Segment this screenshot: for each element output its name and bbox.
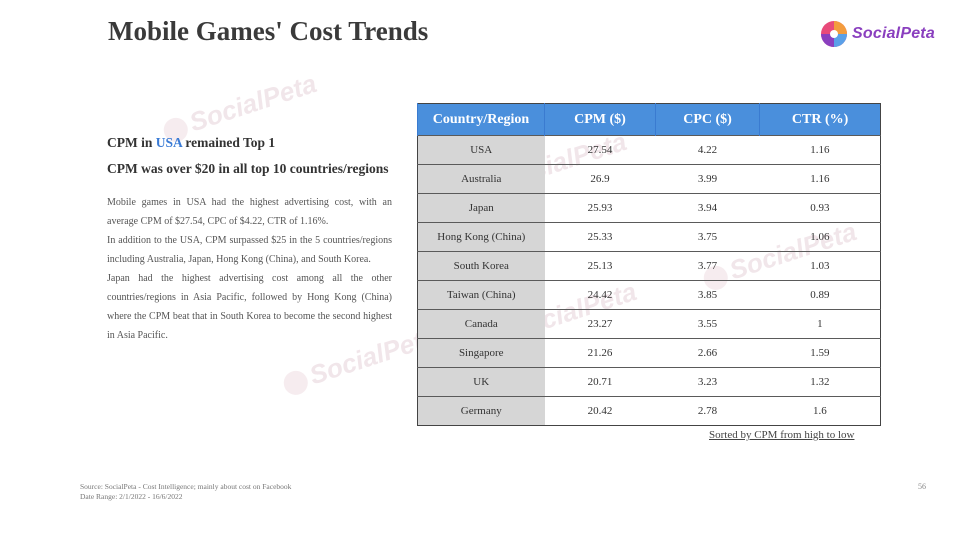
page-number: 56 [918, 482, 926, 491]
table-row: Singapore 21.26 2.66 1.59 [417, 338, 881, 368]
headline-1-prefix: CPM in [107, 135, 156, 150]
table-row: USA 27.54 4.22 1.16 [417, 135, 881, 165]
cpc-cell: 3.55 [655, 309, 760, 339]
cpc-cell: 2.66 [655, 338, 760, 368]
cpc-cell: 3.77 [655, 251, 760, 281]
headline-1: CPM in USA remained Top 1 [107, 134, 392, 151]
country-cell: Singapore [417, 338, 545, 368]
ctr-cell: 1.03 [759, 251, 881, 281]
column-header: CPC ($) [654, 103, 760, 136]
page-title: Mobile Games' Cost Trends [108, 16, 429, 46]
country-cell: Hong Kong (China) [417, 222, 545, 252]
sort-note: Sorted by CPM from high to low [709, 429, 855, 441]
ctr-cell: 1 [759, 309, 881, 339]
column-header: CTR (%) [759, 103, 881, 136]
date-range-text: Date Range: 2/1/2022 - 16/6/2022 [80, 492, 183, 501]
ctr-cell: 1.32 [759, 367, 881, 397]
country-cell: UK [417, 367, 545, 397]
cpc-cell: 3.75 [655, 222, 760, 252]
country-cell: Canada [417, 309, 545, 339]
table-row: Taiwan (China) 24.42 3.85 0.89 [417, 280, 881, 310]
ctr-cell: 0.89 [759, 280, 881, 310]
country-cell: Taiwan (China) [417, 280, 545, 310]
cpc-cell: 3.23 [655, 367, 760, 397]
cpc-cell: 4.22 [655, 135, 760, 165]
table-row: Germany 20.42 2.78 1.6 [417, 396, 881, 426]
headline-1-suffix: remained Top 1 [182, 135, 276, 150]
cpm-cell: 23.27 [544, 309, 656, 339]
cpm-cell: 26.9 [544, 164, 656, 194]
column-header: Country/Region [417, 103, 545, 136]
ctr-cell: 0.93 [759, 193, 881, 223]
cpc-cell: 3.94 [655, 193, 760, 223]
cpm-cell: 25.13 [544, 251, 656, 281]
cpm-cell: 27.54 [544, 135, 656, 165]
table-row: South Korea 25.13 3.77 1.03 [417, 251, 881, 281]
country-cell: USA [417, 135, 545, 165]
table-row: Australia 26.9 3.99 1.16 [417, 164, 881, 194]
ctr-cell: 1.16 [759, 135, 881, 165]
table-row: Japan 25.93 3.94 0.93 [417, 193, 881, 223]
cpc-cell: 3.85 [655, 280, 760, 310]
ctr-cell: 1.16 [759, 164, 881, 194]
headline-1-highlight: USA [155, 135, 183, 150]
cpm-cell: 20.71 [544, 367, 656, 397]
paragraph: In addition to the USA, CPM surpassed $2… [107, 235, 392, 265]
socialpeta-logo-icon [821, 21, 847, 47]
paragraph: Japan had the highest advertising cost a… [107, 273, 392, 341]
source-note: Source: SocialPeta - Cost Intelligence; … [80, 482, 291, 502]
cost-table: Country/Region CPM ($) CPC ($) CTR (%) U… [417, 103, 881, 426]
country-cell: South Korea [417, 251, 545, 281]
country-cell: Japan [417, 193, 545, 223]
table-row: Canada 23.27 3.55 1 [417, 309, 881, 339]
description-text: Mobile games in USA had the highest adve… [107, 193, 392, 345]
brand-logo: SocialPeta [820, 20, 935, 48]
summary-panel: CPM in USA remained Top 1 CPM was over $… [107, 134, 392, 345]
cpc-cell: 3.99 [655, 164, 760, 194]
source-text: Source: SocialPeta - Cost Intelligence; … [80, 482, 292, 491]
ctr-cell: 1.59 [759, 338, 881, 368]
cpm-cell: 20.42 [544, 396, 656, 426]
paragraph: Mobile games in USA had the highest adve… [107, 197, 392, 227]
cpc-cell: 2.78 [655, 396, 760, 426]
cpm-cell: 25.93 [544, 193, 656, 223]
column-header: CPM ($) [544, 103, 656, 136]
country-cell: Germany [417, 396, 545, 426]
ctr-cell: 1.06 [759, 222, 881, 252]
cpm-cell: 25.33 [544, 222, 656, 252]
table-row: UK 20.71 3.23 1.32 [417, 367, 881, 397]
country-cell: Australia [417, 164, 545, 194]
ctr-cell: 1.6 [759, 396, 881, 426]
table-header-row: Country/Region CPM ($) CPC ($) CTR (%) [417, 103, 881, 136]
table-row: Hong Kong (China) 25.33 3.75 1.06 [417, 222, 881, 252]
logo-text: SocialPeta [852, 25, 935, 42]
cpm-cell: 24.42 [544, 280, 656, 310]
cpm-cell: 21.26 [544, 338, 656, 368]
headline-2: CPM was over $20 in all top 10 countries… [107, 161, 389, 176]
